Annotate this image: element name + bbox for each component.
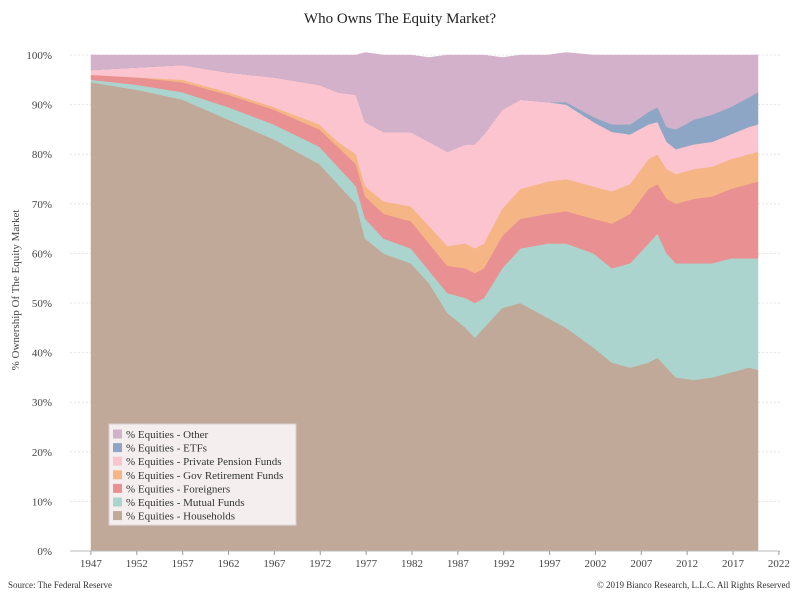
y-tick-label: 50% (32, 298, 52, 310)
copyright-note: © 2019 Bianco Research, L.L.C. All Right… (597, 580, 791, 590)
y-tick-label: 40% (32, 348, 52, 360)
x-tick-label: 1987 (447, 558, 470, 570)
legend-swatch (113, 429, 122, 439)
legend-swatch (113, 497, 122, 507)
x-tick-label: 1982 (401, 558, 423, 570)
y-tick-label: 60% (32, 248, 52, 260)
x-tick-label: 2012 (676, 558, 698, 570)
y-tick-label: 10% (32, 496, 52, 508)
y-tick-label: 0% (37, 546, 52, 558)
legend-entry: % Equities - Foreigners (126, 483, 230, 495)
x-tick-label: 2007 (630, 558, 653, 570)
x-axis-ticks: 1947 1952 1957 1962 1967 1972 1977 1982 1987 1992… (70, 550, 790, 570)
x-tick-label: 1992 (493, 558, 515, 570)
y-axis-ticks: 0% 10% 20% 30% 40% 50% 60% 70% 80% 90% 100% (26, 50, 52, 558)
x-tick-label: 1952 (126, 558, 148, 570)
y-tick-label: 30% (32, 397, 52, 409)
y-tick-label: 100% (26, 50, 52, 62)
legend-swatch (113, 483, 122, 493)
y-axis-label: % Ownership Of The Equity Market (10, 210, 22, 371)
y-tick-label: 20% (32, 447, 52, 459)
legend-swatch (113, 443, 122, 453)
x-tick-label: 1997 (539, 558, 562, 570)
legend-swatch (113, 470, 122, 480)
x-tick-label: 1977 (355, 558, 378, 570)
x-tick-label: 2017 (722, 558, 745, 570)
legend-entry: % Equities - Private Pension Funds (126, 456, 282, 468)
legend-entry: % Equities - ETFs (126, 443, 207, 455)
area-series (90, 52, 759, 152)
legend-swatch (113, 511, 122, 521)
x-tick-label: 1972 (309, 558, 331, 570)
legend: % Equities - Other% Equities - ETFs% Equ… (108, 423, 297, 526)
legend-entry: % Equities - Households (126, 511, 235, 523)
x-tick-label: 2022 (768, 558, 790, 570)
x-tick-label: 1967 (263, 558, 286, 570)
legend-entry: % Equities - Other (126, 429, 209, 441)
legend-entry: % Equities - Gov Retirement Funds (126, 470, 283, 482)
x-tick-label: 1947 (80, 558, 103, 570)
legend-box (108, 423, 297, 526)
chart-title: Who Owns The Equity Market? (304, 11, 497, 27)
legend-entry: % Equities - Mutual Funds (126, 497, 245, 509)
source-note: Source: The Federal Reserve (8, 580, 112, 590)
x-tick-label: 2002 (584, 558, 606, 570)
legend-swatch (113, 456, 122, 466)
y-tick-label: 90% (32, 100, 52, 112)
y-tick-label: 80% (32, 149, 52, 161)
y-tick-label: 70% (32, 199, 52, 211)
x-tick-label: 1962 (218, 558, 240, 570)
x-tick-label: 1957 (172, 558, 195, 570)
